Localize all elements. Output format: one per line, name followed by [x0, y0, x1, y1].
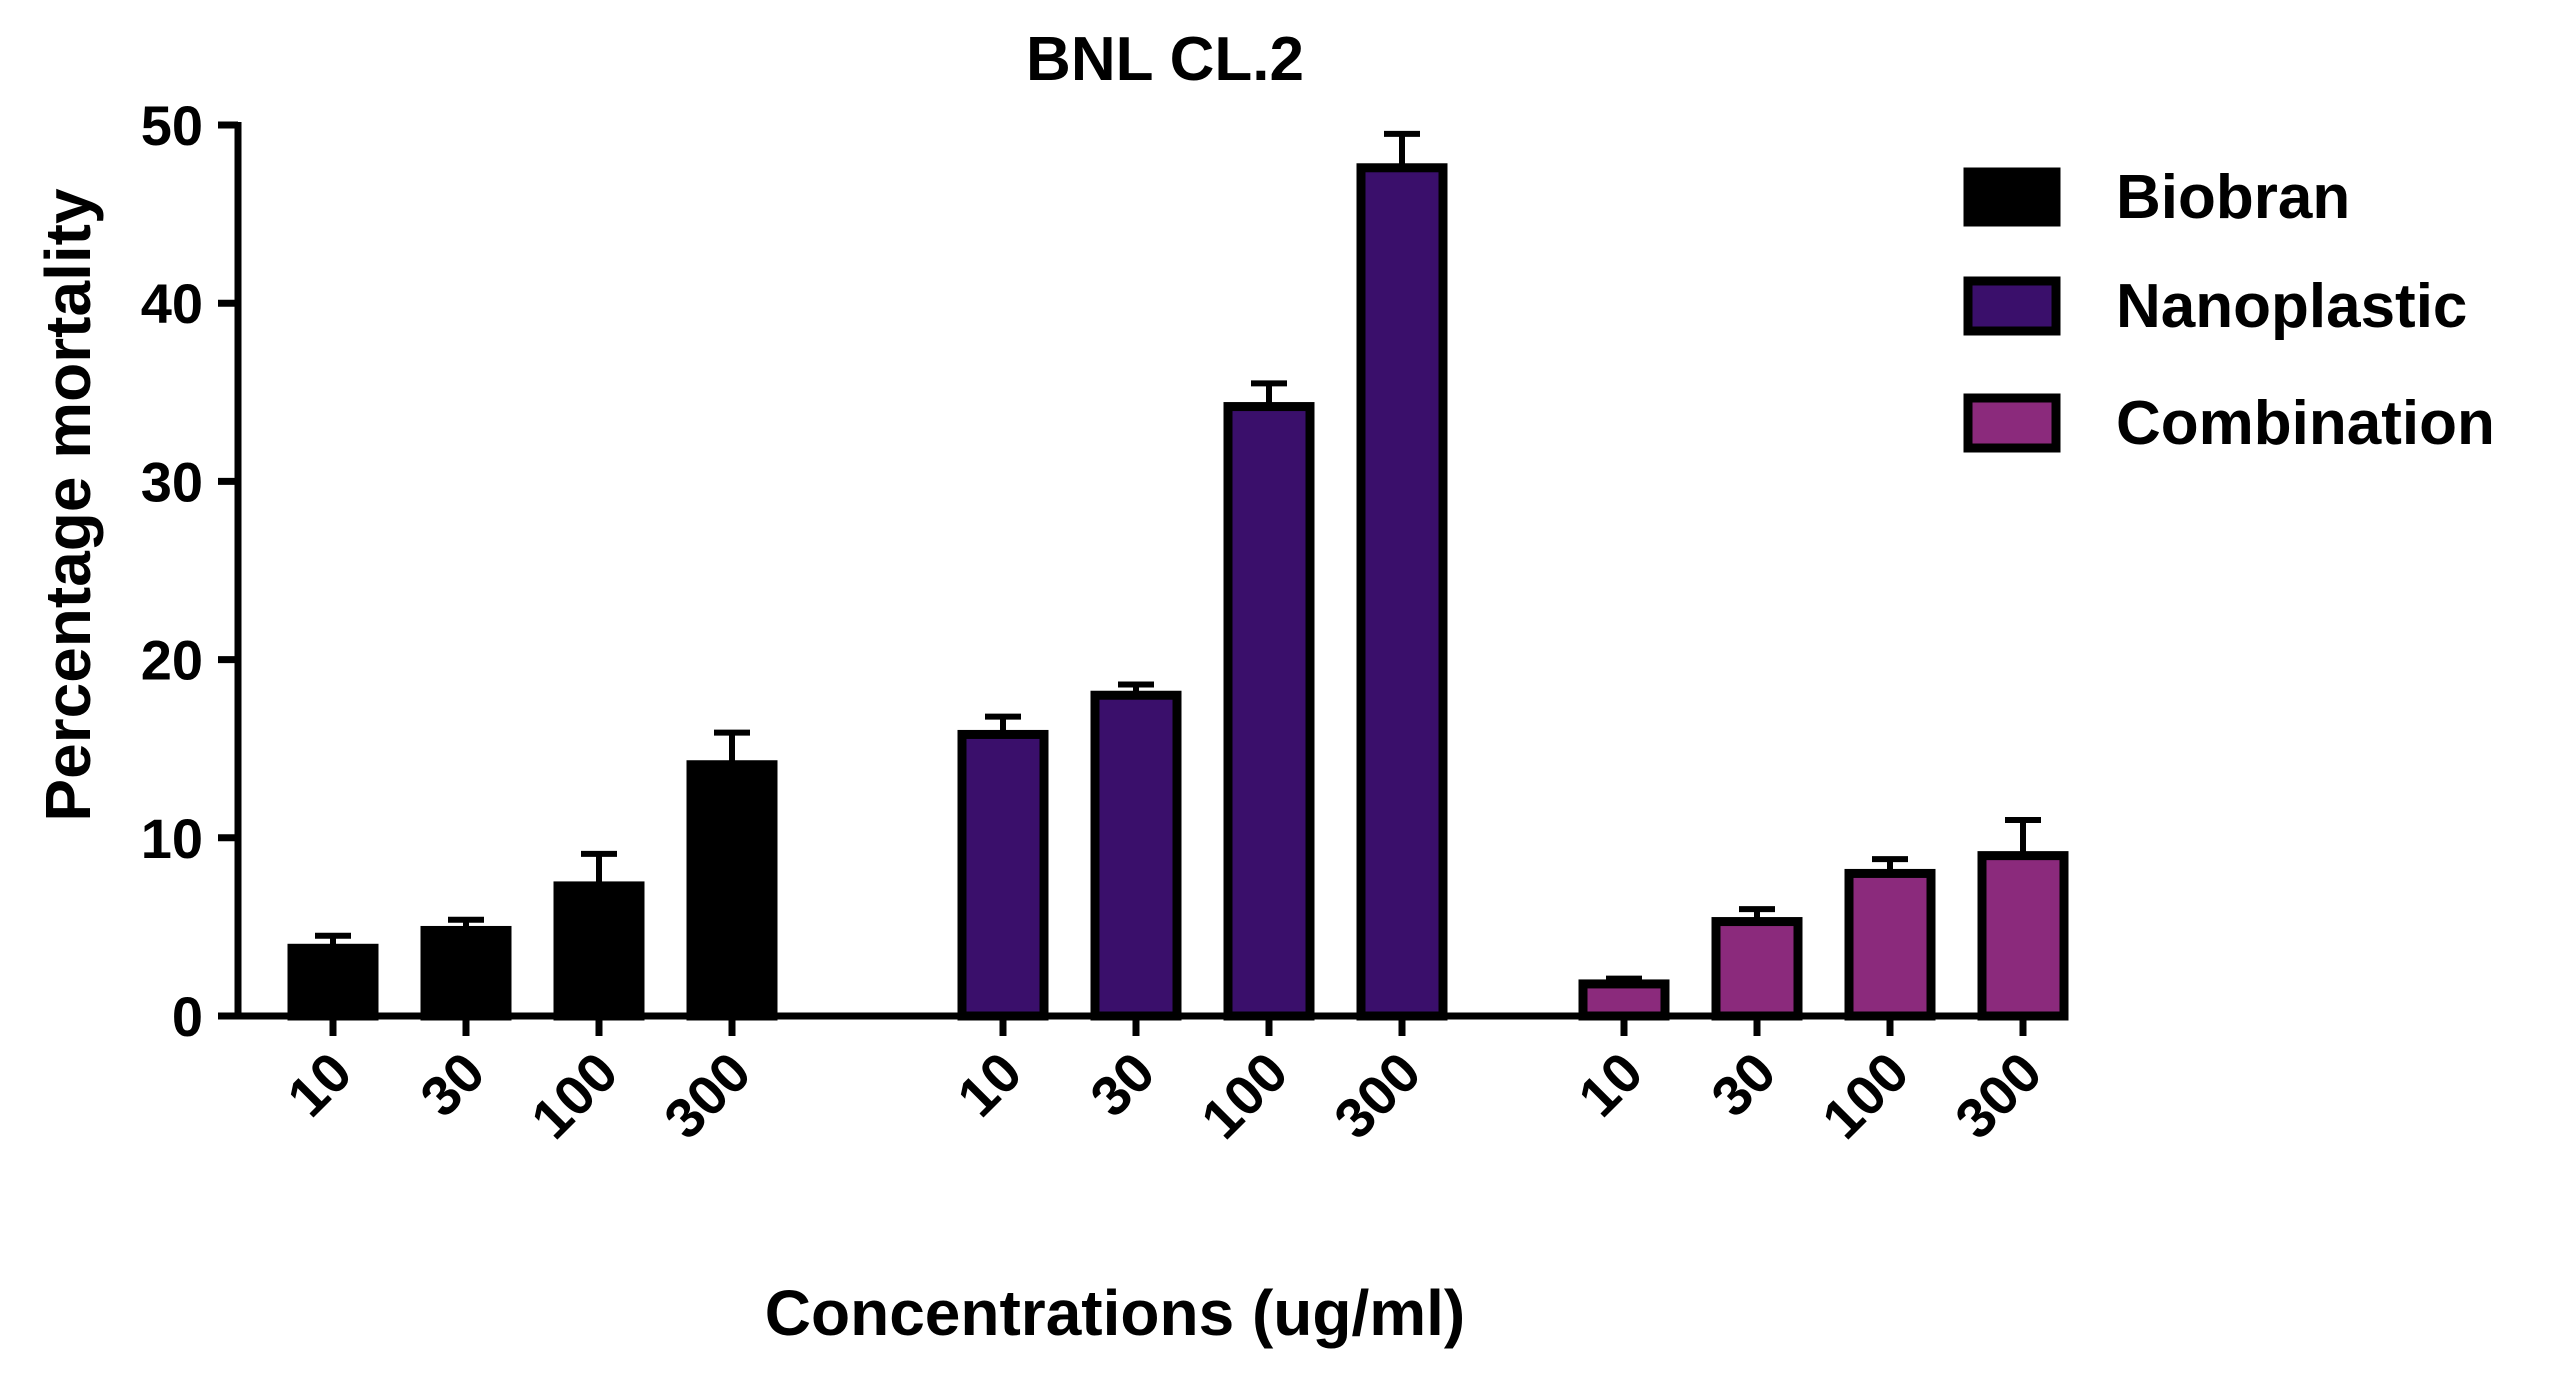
y-tick-label: 30	[141, 450, 203, 513]
x-axis: 10 30 100 300 10 30 100 300 10 30 100 300	[235, 1012, 2065, 1151]
legend-label-combination: Combination	[2116, 389, 2495, 458]
bar-nanoplastic-300	[1356, 163, 1448, 1021]
bar-combination-100	[1844, 868, 1936, 1021]
x-tick-label: 300	[1322, 1040, 1433, 1151]
x-tick-label: 100	[519, 1040, 630, 1151]
x-tick-label: 100	[1810, 1040, 1921, 1151]
legend-label-biobran: Biobran	[2116, 163, 2350, 232]
chart-title: BNL CL.2	[1026, 25, 1304, 94]
legend-swatch-biobran	[1963, 167, 2061, 227]
y-tick-label: 50	[141, 94, 203, 157]
x-tick-label: 10	[1566, 1040, 1655, 1129]
y-axis-title: Percentage mortality	[32, 188, 104, 822]
x-tick-label: 30	[1078, 1040, 1167, 1129]
bar-nanoplastic-10	[957, 729, 1049, 1021]
y-axis: 0 10 20 30 40 50	[141, 94, 242, 1048]
bar-combination-300	[1977, 851, 2069, 1021]
legend-swatch-nanoplastic	[1963, 276, 2061, 336]
bars-group	[287, 130, 2069, 1021]
y-tick-label: 10	[141, 807, 203, 870]
legend-swatch-combination	[1963, 393, 2061, 453]
x-tick-label: 10	[945, 1040, 1034, 1129]
x-tick-label: 300	[1943, 1040, 2054, 1151]
x-axis-title: Concentrations (ug/ml)	[765, 1277, 1465, 1349]
y-tick-label: 40	[141, 272, 203, 335]
bar-biobran-10	[287, 943, 379, 1021]
bar-combination-10	[1578, 979, 1670, 1021]
bar-nanoplastic-100	[1223, 402, 1315, 1021]
x-tick-label: 10	[275, 1040, 364, 1129]
legend: Biobran Nanoplastic Combination	[1963, 163, 2495, 458]
y-tick-label: 0	[172, 985, 203, 1048]
x-tick-label: 30	[1699, 1040, 1788, 1129]
y-tick-label: 20	[141, 629, 203, 692]
bar-biobran-300	[686, 760, 778, 1021]
bar-nanoplastic-30	[1090, 690, 1182, 1021]
x-tick-label: 100	[1189, 1040, 1300, 1151]
x-tick-label: 300	[652, 1040, 763, 1151]
bar-biobran-100	[553, 881, 645, 1021]
x-tick-label: 30	[408, 1040, 497, 1129]
bar-biobran-30	[420, 925, 512, 1021]
legend-label-nanoplastic: Nanoplastic	[2116, 272, 2467, 341]
bar-combination-30	[1711, 917, 1803, 1021]
